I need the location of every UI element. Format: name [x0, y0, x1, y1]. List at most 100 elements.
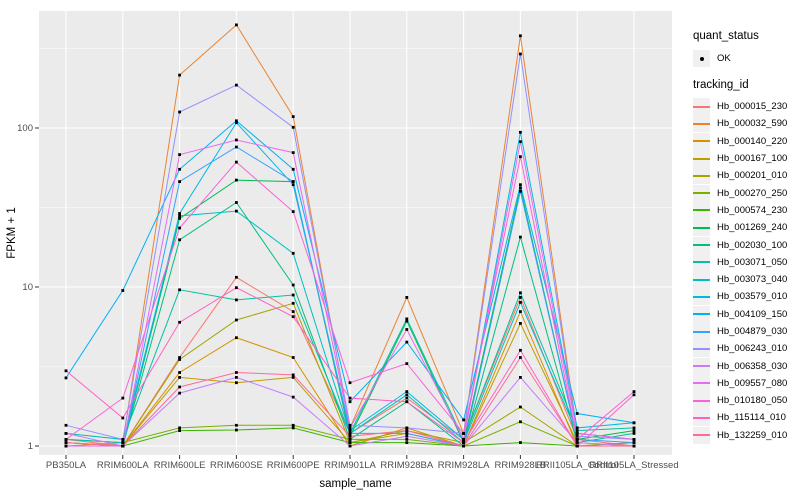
data-point	[405, 432, 409, 435]
data-point	[121, 441, 125, 444]
data-point	[235, 23, 238, 27]
legend-entry-Hb_006243_010: Hb_006243_010	[693, 340, 788, 358]
legend-entry-label: Hb_010180_050	[717, 395, 788, 407]
data-point	[178, 212, 181, 215]
legend-swatch	[693, 132, 710, 150]
legend-entry-Hb_000270_250: Hb_000270_250	[693, 184, 787, 202]
legend-color-line	[693, 244, 710, 247]
data-point	[632, 429, 636, 432]
data-point	[178, 110, 181, 114]
data-point	[291, 373, 295, 377]
data-point	[291, 115, 295, 118]
legend-swatch	[693, 374, 710, 392]
data-point	[519, 155, 522, 159]
data-point	[291, 301, 295, 305]
legend-entry-Hb_010180_050: Hb_010180_050	[693, 392, 788, 410]
data-point	[178, 320, 181, 324]
legend-entry-label: Hb_009557_080	[717, 377, 788, 389]
data-point	[575, 444, 579, 448]
legend-entry-label: Hb_002030_100	[717, 239, 788, 251]
legend-entry-label: Hb_001269_240	[717, 222, 788, 234]
data-point	[121, 416, 125, 420]
legend-color-line	[693, 399, 710, 402]
data-point	[632, 432, 636, 435]
legend-color-line	[693, 313, 710, 316]
legend-entry-label: Hb_000574_230	[717, 204, 788, 216]
legend-color-line	[693, 278, 710, 281]
data-point	[348, 438, 352, 441]
legend-color-line	[693, 122, 710, 125]
data-point	[519, 183, 522, 187]
legend-swatch	[693, 392, 710, 410]
data-point	[575, 438, 579, 441]
legend-entry-Hb_000032_590: Hb_000032_590	[693, 115, 787, 133]
data-point	[519, 130, 522, 134]
data-point	[235, 428, 238, 432]
data-point	[235, 286, 238, 290]
legend-swatch	[693, 409, 710, 427]
legend-quant-title: quant_status	[693, 30, 759, 42]
data-point	[178, 358, 181, 361]
legend-entry-label: Hb_000201_010	[717, 170, 788, 182]
legend-color-line	[693, 174, 710, 177]
data-point	[64, 438, 68, 441]
legend-entry-label: Hb_132259_010	[717, 429, 788, 441]
data-point	[519, 356, 522, 359]
legend-color-line	[693, 347, 710, 350]
data-point	[519, 310, 522, 313]
legend-entry-Hb_132259_010: Hb_132259_010	[693, 426, 788, 444]
x-tick-label: RRII105LA_Control	[535, 460, 619, 471]
data-point	[348, 423, 352, 427]
data-point	[405, 328, 409, 331]
data-point	[632, 421, 636, 425]
data-point	[178, 214, 181, 218]
y-tick-label: 100	[17, 123, 33, 134]
data-point	[291, 180, 295, 183]
legend-color-line	[693, 105, 710, 108]
data-point	[291, 356, 295, 359]
legend-swatch	[693, 305, 710, 323]
data-point	[178, 73, 181, 77]
data-point	[405, 393, 409, 397]
legend-swatch	[693, 271, 710, 289]
data-point	[405, 426, 409, 430]
x-tick-label: RRIM928LA	[437, 460, 490, 471]
data-point	[178, 371, 181, 374]
legend-entry-Hb_003579_010: Hb_003579_010	[693, 288, 787, 306]
data-point	[291, 293, 295, 297]
plot-panel	[35, 11, 672, 459]
data-point	[519, 34, 522, 38]
legend-entry-Hb_003071_050: Hb_003071_050	[693, 253, 788, 271]
data-point	[405, 429, 409, 432]
x-tick-label: RRIM600SE	[209, 460, 263, 471]
data-point	[178, 376, 181, 379]
legend-swatch	[693, 150, 710, 168]
legend-quant-label: OK	[717, 53, 731, 64]
data-point	[519, 376, 522, 379]
data-point	[178, 391, 181, 395]
data-point	[632, 444, 636, 448]
data-point	[235, 160, 238, 164]
legend-entry-label: Hb_003073_040	[717, 274, 788, 286]
legend-entry-label: Hb_004879_030	[717, 326, 788, 337]
legend-entry-Hb_001269_240: Hb_001269_240	[693, 219, 788, 237]
data-point	[519, 189, 522, 193]
data-point	[575, 434, 579, 438]
legend-entry-label: Hb_003071_050	[717, 256, 788, 268]
legend-swatch	[693, 219, 710, 237]
data-point	[462, 444, 465, 448]
data-point	[519, 348, 522, 352]
data-point	[178, 217, 181, 220]
legend-quant-item: OK	[693, 50, 787, 67]
data-point	[348, 434, 352, 438]
data-point	[178, 429, 181, 432]
x-tick-label: RRIM600PE	[266, 460, 320, 471]
legend-entry-label: Hb_000140_220	[717, 135, 788, 147]
legend: quant_status OK tracking_id Hb_000015_23…	[693, 30, 787, 444]
data-point	[235, 83, 238, 87]
data-point	[575, 412, 579, 415]
data-point	[178, 385, 181, 389]
y-tick-label: 10	[22, 282, 33, 293]
data-point	[519, 301, 522, 304]
legend-entry-label: Hb_006243_010	[717, 343, 788, 355]
